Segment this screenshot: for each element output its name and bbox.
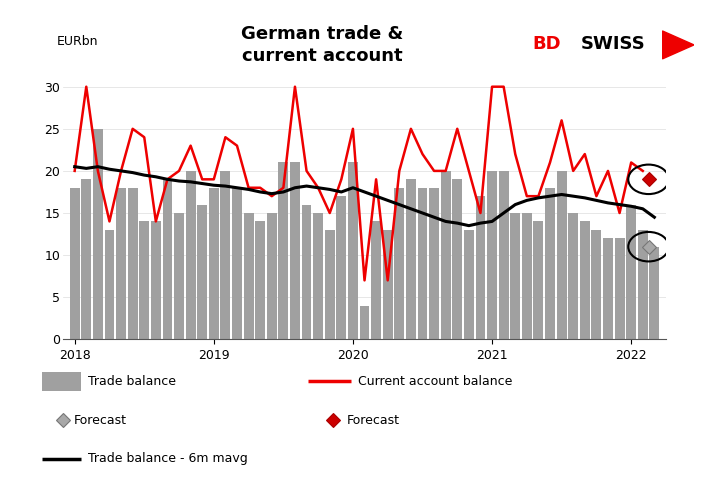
Bar [592, 230, 601, 339]
Bar [429, 188, 439, 339]
Bar [278, 163, 288, 339]
Bar [232, 188, 242, 339]
Bar [186, 171, 196, 339]
Bar [533, 222, 543, 339]
Text: Current account balance: Current account balance [358, 375, 512, 388]
Bar [325, 230, 334, 339]
Bar [464, 230, 474, 339]
Bar [151, 222, 161, 339]
Bar [209, 188, 219, 339]
Bar [615, 239, 625, 339]
Bar [569, 213, 578, 339]
Bar [313, 213, 323, 339]
Bar [244, 213, 254, 339]
Bar [418, 188, 428, 339]
Bar [626, 205, 636, 339]
Bar [348, 163, 358, 339]
Bar [383, 230, 393, 339]
Text: Forecast: Forecast [74, 414, 127, 427]
Bar [649, 247, 659, 339]
Polygon shape [662, 31, 694, 59]
Bar [290, 163, 300, 339]
Bar [116, 188, 126, 339]
Bar [395, 188, 404, 339]
Bar [267, 213, 277, 339]
Bar [406, 179, 416, 339]
Bar [301, 205, 311, 339]
Bar [522, 213, 532, 339]
Text: Trade balance - 6m mavg: Trade balance - 6m mavg [88, 452, 247, 465]
FancyBboxPatch shape [42, 372, 81, 391]
Bar [360, 305, 369, 339]
Bar [487, 171, 497, 339]
Bar [580, 222, 590, 339]
Bar [498, 171, 508, 339]
Text: German trade &
current account: German trade & current account [241, 25, 404, 65]
Bar [545, 188, 555, 339]
Bar [510, 213, 520, 339]
Bar [128, 188, 137, 339]
Text: BD: BD [533, 35, 562, 53]
Bar [81, 179, 91, 339]
Bar [452, 179, 462, 339]
Bar [163, 179, 172, 339]
Text: EURbn: EURbn [57, 35, 99, 48]
Bar [603, 239, 613, 339]
Bar [197, 205, 207, 339]
Text: Forecast: Forecast [347, 414, 400, 427]
Bar [638, 230, 648, 339]
Text: Trade balance: Trade balance [88, 375, 176, 388]
Bar [174, 213, 184, 339]
Bar [93, 129, 103, 339]
Bar [557, 171, 566, 339]
Bar [255, 222, 265, 339]
Bar [104, 230, 114, 339]
Bar [139, 222, 149, 339]
Bar [336, 196, 346, 339]
Text: SWISS: SWISS [580, 35, 645, 53]
Bar [221, 171, 231, 339]
Bar [441, 171, 451, 339]
Bar [475, 196, 485, 339]
Bar [70, 188, 80, 339]
Bar [372, 222, 381, 339]
